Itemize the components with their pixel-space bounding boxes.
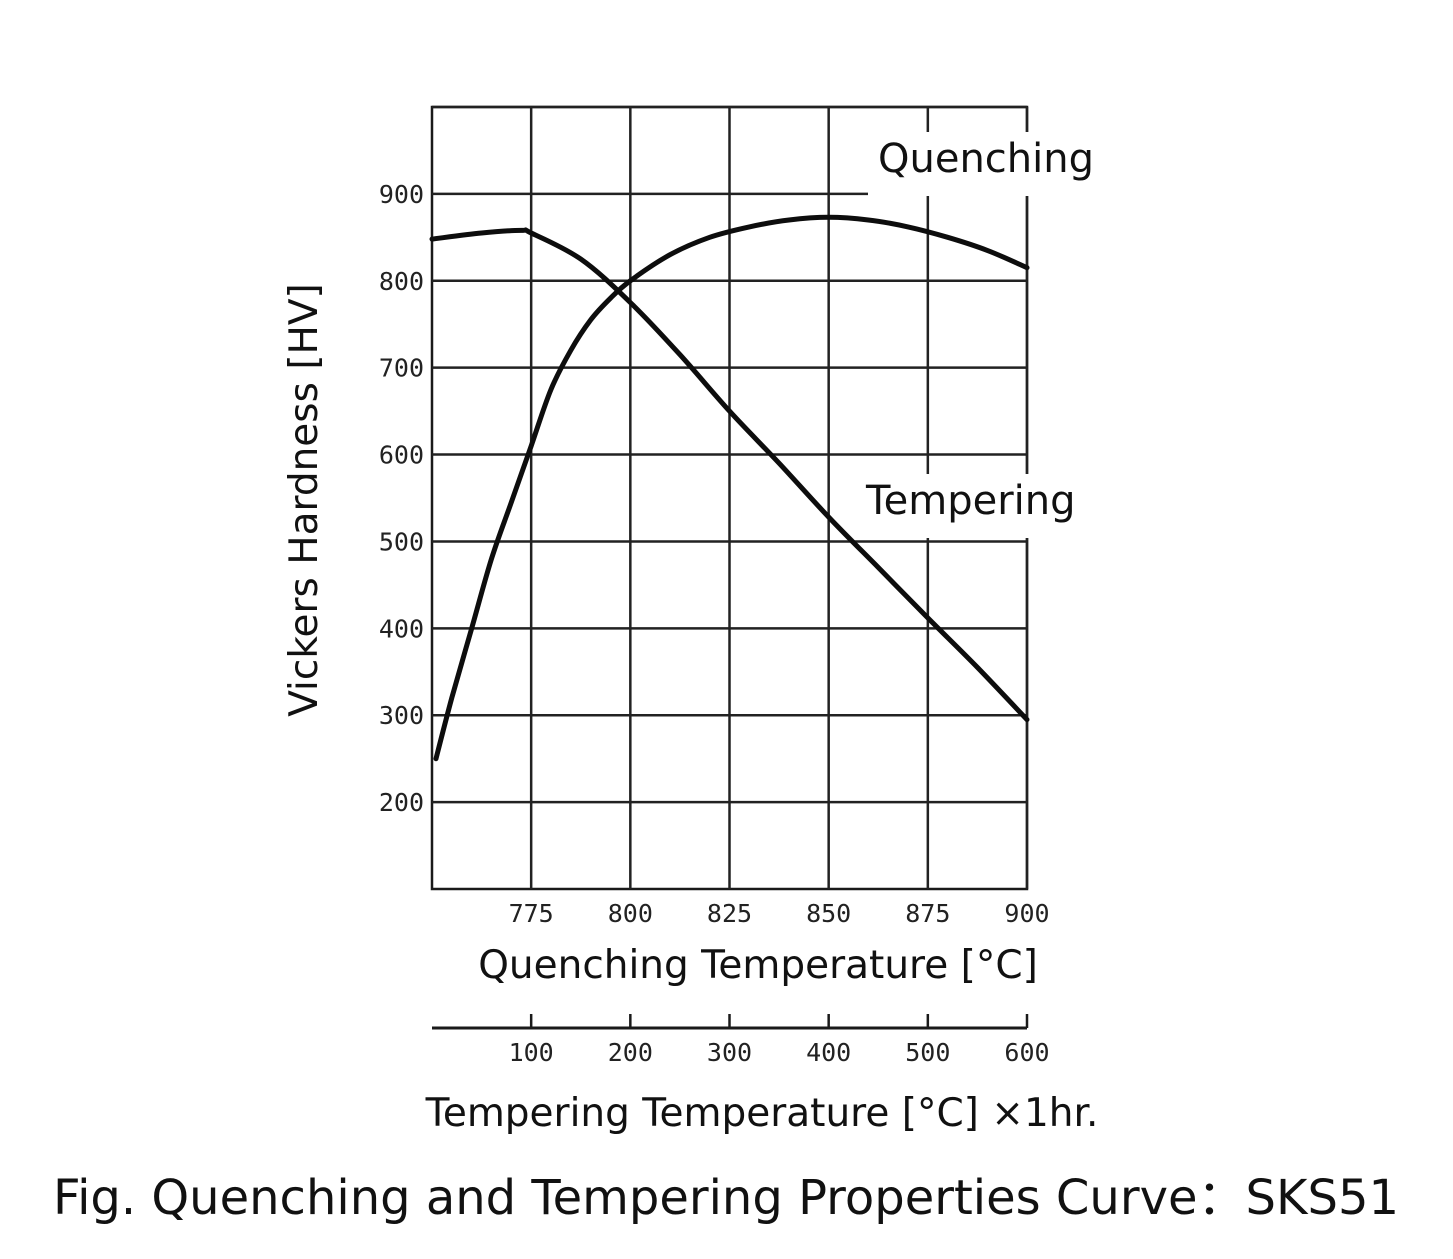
x-tick-label-tempering: 400 bbox=[806, 1038, 851, 1067]
y-tick-label: 500 bbox=[379, 527, 424, 556]
x-tick-label-tempering: 200 bbox=[608, 1038, 653, 1067]
y-tick-label: 600 bbox=[379, 441, 424, 470]
series bbox=[429, 214, 1030, 762]
series-line-tempering bbox=[429, 227, 1030, 723]
x-tick-label-quenching: 825 bbox=[707, 899, 752, 928]
grid bbox=[430, 105, 1029, 891]
axes: 200 300 400 500 600 700 800 900 775 800 825 850 875 9… bbox=[379, 180, 1050, 1067]
y-axis-title: Vickers Hardness [HV] bbox=[282, 283, 327, 717]
y-tick-label: 900 bbox=[379, 180, 424, 209]
y-tick-label: 800 bbox=[379, 267, 424, 296]
tempering-label-backdrop bbox=[858, 474, 1078, 538]
y-tick-label: 700 bbox=[379, 354, 424, 383]
x-tick-label-quenching: 775 bbox=[509, 899, 554, 928]
x-tick-label-tempering: 300 bbox=[707, 1038, 752, 1067]
x-tick-label-quenching: 875 bbox=[905, 899, 950, 928]
x-tick-label-tempering: 500 bbox=[905, 1038, 950, 1067]
figure-caption: Fig. Quenching and Tempering Properties … bbox=[53, 1170, 1399, 1226]
x-tick-label-tempering: 600 bbox=[1004, 1038, 1049, 1067]
x-axis-title-tempering: Tempering Temperature [°C] ×1hr. bbox=[425, 1091, 1099, 1136]
series-line-quenching bbox=[433, 214, 1030, 762]
x-axis-title-quenching: Quenching Temperature [°C] bbox=[478, 943, 1038, 988]
series-label-tempering: Tempering bbox=[865, 478, 1076, 524]
x-tick-label-tempering: 100 bbox=[509, 1038, 554, 1067]
y-tick-label: 400 bbox=[379, 614, 424, 643]
x-tick-label-quenching: 850 bbox=[806, 899, 851, 928]
x-tick-label-quenching: 800 bbox=[608, 899, 653, 928]
x-tick-label-quenching: 900 bbox=[1004, 899, 1049, 928]
quenching-label-backdrop bbox=[868, 132, 1088, 196]
series-label-quenching: Quenching bbox=[878, 136, 1094, 182]
y-tick-label: 300 bbox=[379, 701, 424, 730]
y-tick-label: 200 bbox=[379, 788, 424, 817]
